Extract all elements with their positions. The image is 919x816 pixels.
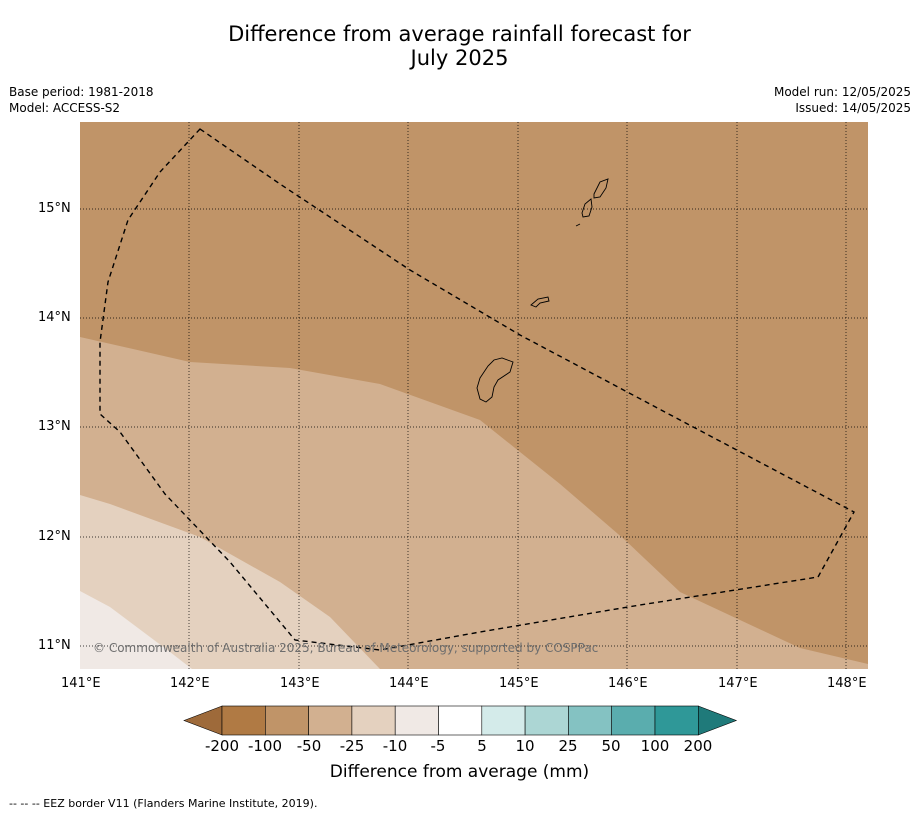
graticule bbox=[80, 122, 868, 669]
map-svg bbox=[80, 122, 868, 669]
colorbar-tick: -50 bbox=[296, 737, 322, 755]
colorbar-swatch bbox=[568, 705, 612, 736]
lon-tick: 146°E bbox=[608, 676, 648, 691]
colorbar-tick: 50 bbox=[601, 737, 621, 755]
title-line-2: July 2025 bbox=[410, 46, 509, 70]
colorbar-tick: 10 bbox=[515, 737, 535, 755]
lon-tick: 141°E bbox=[61, 676, 101, 691]
colorbar-swatch bbox=[394, 705, 439, 736]
colorbar-swatch bbox=[611, 705, 656, 736]
base-period-text: Base period: 1981-2018 bbox=[9, 85, 154, 99]
eez-footnote: -- -- -- EEZ border V11 (Flanders Marine… bbox=[9, 797, 318, 810]
colorbar-title: Difference from average (mm) bbox=[329, 762, 590, 782]
island-guam bbox=[476, 357, 514, 403]
meta-left: Base period: 1981-2018 Model: ACCESS-S2 bbox=[9, 84, 154, 116]
meta-right: Model run: 12/05/2025 Issued: 14/05/2025 bbox=[774, 84, 911, 116]
colorbar-tick: -200 bbox=[204, 737, 240, 755]
colorbar-tick: -25 bbox=[339, 737, 365, 755]
lat-tick: 12°N bbox=[38, 529, 71, 544]
colorbar-tick: -5 bbox=[430, 737, 446, 755]
colorbar bbox=[183, 705, 738, 736]
lon-tick: 145°E bbox=[499, 676, 539, 691]
islands bbox=[476, 178, 609, 403]
lon-tick: 142°E bbox=[170, 676, 210, 691]
colorbar-swatch bbox=[654, 705, 699, 736]
island-saipan bbox=[593, 178, 609, 199]
colorbar-swatch bbox=[481, 705, 526, 736]
band-minus-10 bbox=[80, 591, 192, 669]
title-line-1: Difference from average rainfall forecas… bbox=[228, 22, 691, 46]
lon-tick: 143°E bbox=[280, 676, 320, 691]
colorbar-extend-high bbox=[697, 705, 738, 736]
model-run-text: Model run: 12/05/2025 bbox=[773, 85, 911, 99]
colorbar-extend-low bbox=[183, 705, 223, 736]
lon-tick: 148°E bbox=[827, 676, 867, 691]
chart-title: Difference from average rainfall forecas… bbox=[0, 22, 919, 70]
model-text: Model: ACCESS-S2 bbox=[9, 101, 121, 115]
colorbar-tick: 200 bbox=[683, 737, 713, 755]
band-minus-25 bbox=[80, 495, 380, 669]
colorbar-swatch bbox=[265, 705, 309, 736]
colorbar-swatch bbox=[524, 705, 569, 736]
colorbar-tick: 25 bbox=[558, 737, 578, 755]
colorbar-tick: -100 bbox=[247, 737, 283, 755]
lon-tick: 147°E bbox=[718, 676, 758, 691]
colorbar-swatch bbox=[221, 705, 266, 736]
colorbar-swatch bbox=[308, 705, 353, 736]
colorbar-tick: 100 bbox=[640, 737, 670, 755]
lat-tick: 15°N bbox=[38, 201, 71, 216]
copyright-text: © Commonwealth of Australia 2025, Bureau… bbox=[93, 641, 599, 655]
issued-text: Issued: 14/05/2025 bbox=[795, 101, 911, 115]
colorbar-swatch bbox=[438, 705, 483, 736]
eez-border-line bbox=[99, 128, 855, 651]
lat-tick: 13°N bbox=[38, 419, 71, 434]
map-panel: © Commonwealth of Australia 2025, Bureau… bbox=[80, 122, 868, 669]
island-rota bbox=[530, 296, 550, 308]
lat-tick: 14°N bbox=[38, 310, 71, 325]
lon-tick: 144°E bbox=[389, 676, 429, 691]
colorbar-tick: 5 bbox=[477, 737, 487, 755]
island-tinian bbox=[581, 198, 593, 218]
colorbar-tick: -10 bbox=[382, 737, 408, 755]
island-aguijan bbox=[575, 223, 581, 227]
lat-tick: 11°N bbox=[38, 638, 71, 653]
colorbar-swatch bbox=[351, 705, 396, 736]
